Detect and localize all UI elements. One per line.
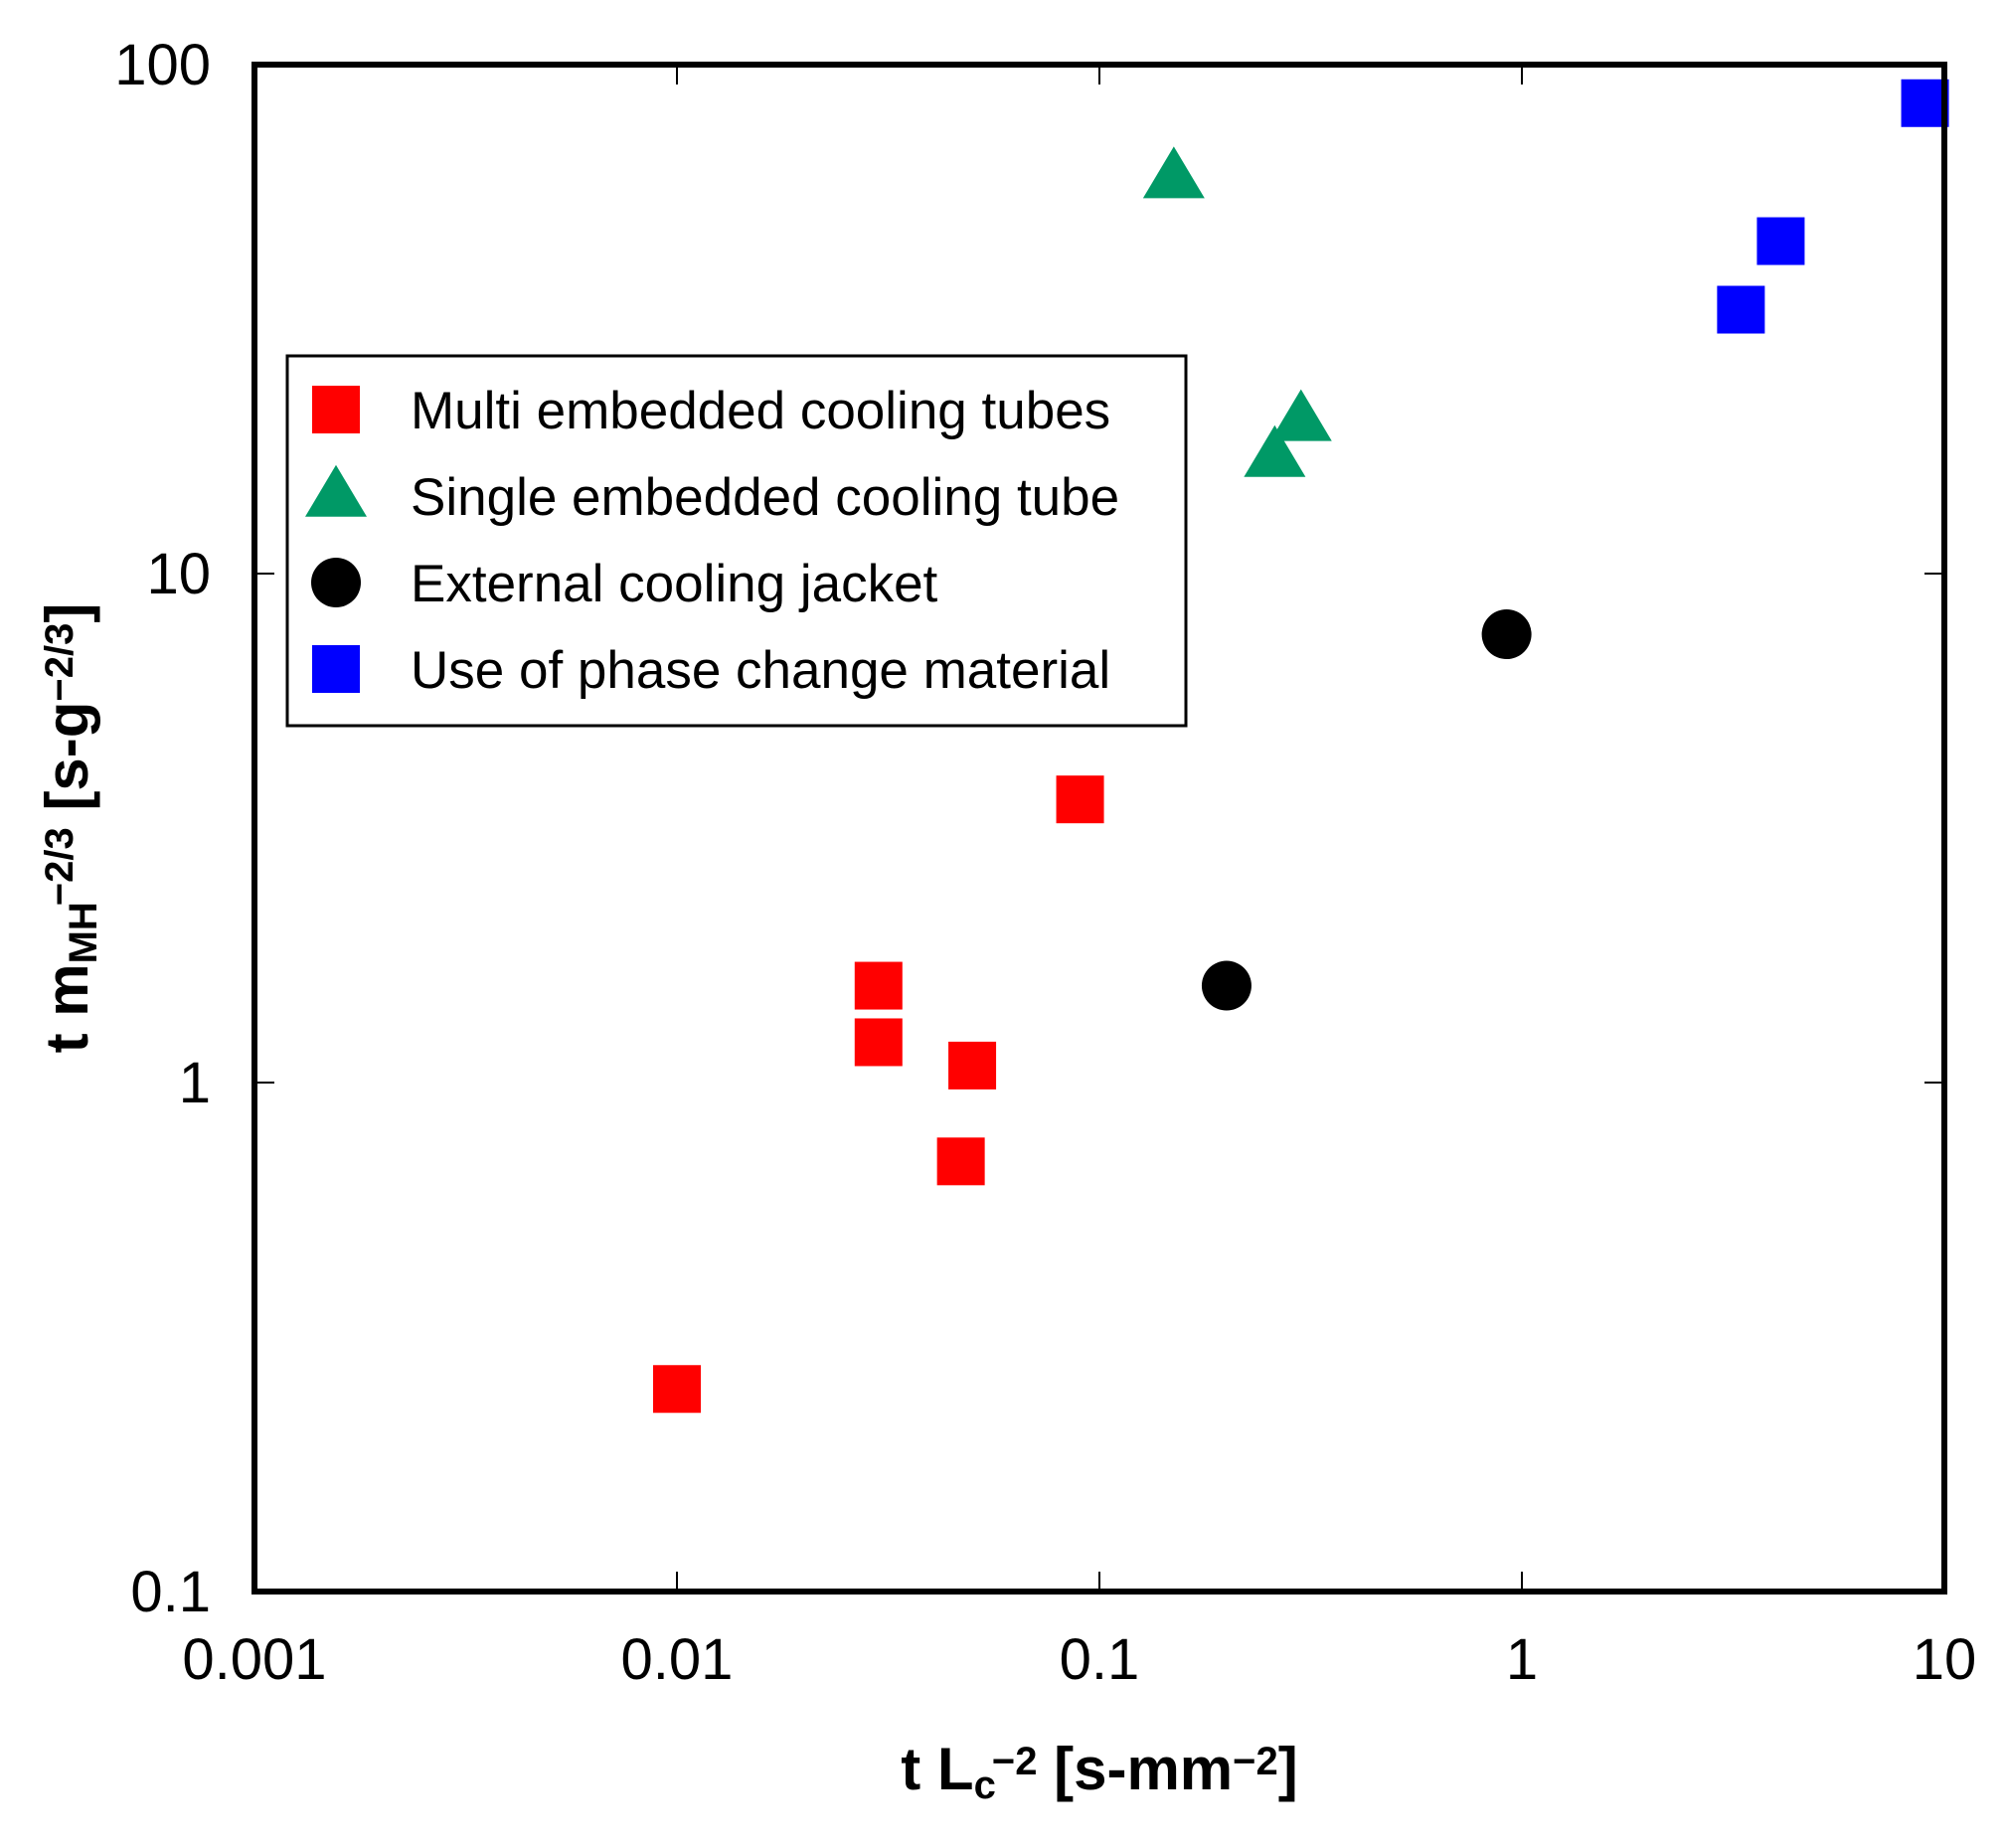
x-tick-label: 0.001 [182, 1627, 326, 1692]
multi-embedded-cooling-tubes-point [653, 1365, 701, 1414]
y-axis-title: t mMH−2/3 [s-g−2/3] [34, 603, 105, 1054]
multi-embedded-cooling-tubes-point [948, 1041, 997, 1090]
x-tick-label: 10 [1913, 1627, 1977, 1692]
multi-embedded-cooling-tubes-point [936, 1137, 985, 1186]
y-tick-label: 10 [146, 542, 211, 606]
y-tick-label: 0.1 [130, 1560, 211, 1624]
y-tick-label: 100 [114, 33, 211, 97]
multi-embedded-cooling-tubes-point [1056, 775, 1104, 824]
legend-multi-embedded-cooling-tubes-label: Multi embedded cooling tubes [411, 382, 1110, 440]
multi-embedded-cooling-tubes-point [854, 961, 903, 1010]
plot-area-frame [251, 62, 1947, 1595]
legend-use-of-phase-change-material-marker [312, 645, 360, 693]
legend: Multi embedded cooling tubes Single embed… [285, 354, 1188, 728]
y-tick-label: 1 [179, 1051, 211, 1115]
legend-external-cooling-jacket-marker [311, 558, 361, 607]
single-embedded-cooling-tube-point [1142, 146, 1205, 199]
legend-single-embedded-cooling-tube-marker [305, 464, 367, 517]
x-tick-label: 0.01 [621, 1627, 734, 1692]
axis-tick-labels: 0.001 0.01 0.1 1 10 0.1 1 10 100 [114, 33, 1976, 1692]
legend-external-cooling-jacket-label: External cooling jacket [411, 555, 938, 613]
use-of-phase-change-material-point [1901, 79, 1949, 127]
x-tick-label: 1 [1506, 1627, 1538, 1692]
use-of-phase-change-material-point [1717, 285, 1765, 334]
legend-single-embedded-cooling-tube-label: Single embedded cooling tube [411, 468, 1119, 527]
external-cooling-jacket-point [1481, 609, 1532, 660]
single-embedded-cooling-tube-point [1269, 389, 1332, 441]
use-of-phase-change-material-point [1756, 217, 1805, 265]
legend-frame [285, 354, 1188, 728]
x-axis-title: t Lc−2 [s-mm−2] [901, 1736, 1297, 1807]
single-embedded-cooling-tube-point [1244, 424, 1306, 477]
legend-use-of-phase-change-material-label: Use of phase change material [411, 641, 1110, 700]
legend-multi-embedded-cooling-tubes-marker [312, 386, 360, 433]
multi-embedded-cooling-tubes-point [854, 1018, 903, 1067]
x-tick-label: 0.1 [1060, 1627, 1140, 1692]
external-cooling-jacket-point [1201, 960, 1252, 1011]
data-markers [653, 79, 1949, 1414]
